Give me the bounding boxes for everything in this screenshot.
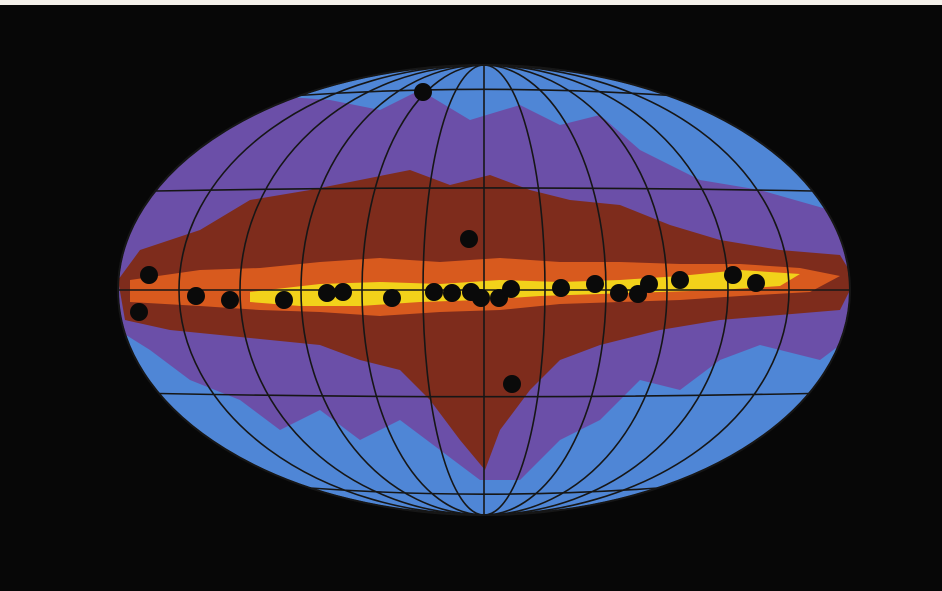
source [552, 279, 570, 297]
source [334, 283, 352, 301]
source [640, 275, 658, 293]
source [671, 271, 689, 289]
parallel [155, 187, 813, 192]
sources [130, 83, 765, 393]
source [221, 291, 239, 309]
source [610, 284, 628, 302]
parallel [159, 392, 809, 398]
source [383, 289, 401, 307]
source [443, 284, 461, 302]
source [318, 284, 336, 302]
sky-outline [117, 64, 851, 516]
high-region [118, 170, 850, 470]
source [275, 291, 293, 309]
source [724, 266, 742, 284]
source [460, 230, 478, 248]
top-border [0, 0, 942, 5]
parallel [300, 88, 668, 97]
source [130, 303, 148, 321]
source [503, 375, 521, 393]
source [472, 289, 490, 307]
source [414, 83, 432, 101]
source [425, 283, 443, 301]
source [747, 274, 765, 292]
source [586, 275, 604, 293]
source [140, 266, 158, 284]
source [502, 280, 520, 298]
parallel [310, 487, 658, 495]
source [187, 287, 205, 305]
